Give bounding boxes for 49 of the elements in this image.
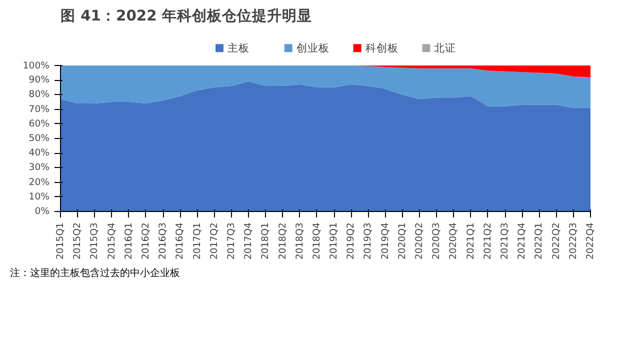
y-tick-label: 80% xyxy=(28,89,50,100)
x-tick-label: 2022Q2 xyxy=(550,222,562,260)
y-tick-label: 20% xyxy=(28,176,50,188)
x-tick-label: 2019Q2 xyxy=(346,222,357,260)
y-tick-label: 100% xyxy=(22,60,50,72)
x-tick-label: 2015Q3 xyxy=(89,222,100,260)
legend-label: 科创板 xyxy=(365,42,398,55)
x-tick-label: 2017Q1 xyxy=(192,222,203,260)
x-tick-label: 2021Q2 xyxy=(482,222,494,260)
x-tick-label: 2017Q2 xyxy=(208,222,220,260)
x-tick-label: 2021Q4 xyxy=(516,222,528,260)
x-tick-label: 2019Q3 xyxy=(362,222,374,260)
x-tick-label: 2022Q1 xyxy=(534,222,545,260)
x-tick-label: 2018Q4 xyxy=(311,222,322,260)
y-tick-label: 70% xyxy=(28,104,50,115)
text: 注：这里的主板包含过去的中小企业板 xyxy=(10,267,180,281)
x-tick-label: 2015Q1 xyxy=(55,222,66,260)
x-tick-label: 2020Q3 xyxy=(431,222,442,260)
x-tick-label: 2016Q4 xyxy=(174,222,186,260)
legend-label: 北证 xyxy=(434,42,456,55)
x-tick-label: 2017Q3 xyxy=(226,222,237,260)
x-tick-label: 2015Q4 xyxy=(106,222,118,260)
x-tick-label: 2020Q4 xyxy=(448,222,460,260)
y-tick-label: 90% xyxy=(28,74,50,86)
x-tick-label: 2020Q1 xyxy=(396,222,408,260)
x-tick-label: 2016Q3 xyxy=(158,222,169,260)
x-tick-label: 2016Q1 xyxy=(123,222,134,260)
x-tick-label: 2018Q2 xyxy=(277,222,288,260)
x-tick-label: 2020Q2 xyxy=(414,222,426,260)
x-tick-label: 2021Q3 xyxy=(500,222,511,260)
chart-title: 图 41：2022 年科创板仓位提升明显 xyxy=(60,8,312,24)
x-tick-label: 2018Q3 xyxy=(294,222,306,260)
y-tick-label: 40% xyxy=(28,148,50,159)
legend-label: 创业板 xyxy=(296,42,330,55)
y-tick-label: 50% xyxy=(28,133,50,144)
legend-label: 主板 xyxy=(227,42,250,55)
x-tick-label: 2016Q2 xyxy=(140,222,152,260)
y-tick-label: 0% xyxy=(34,206,50,217)
x-tick-label: 2019Q1 xyxy=(328,222,340,260)
y-tick-label: 10% xyxy=(28,191,50,202)
x-tick-label: 2019Q4 xyxy=(380,222,391,260)
x-tick-label: 2022Q4 xyxy=(585,222,596,260)
y-tick-label: 60% xyxy=(28,118,50,130)
x-tick-label: 2018Q1 xyxy=(260,222,272,260)
x-tick-label: 2022Q3 xyxy=(568,222,579,260)
x-tick-label: 2015Q2 xyxy=(72,222,84,260)
x-tick-label: 2021Q1 xyxy=(465,222,476,260)
y-tick-label: 30% xyxy=(28,162,50,174)
x-tick-label: 2017Q4 xyxy=(243,222,254,260)
